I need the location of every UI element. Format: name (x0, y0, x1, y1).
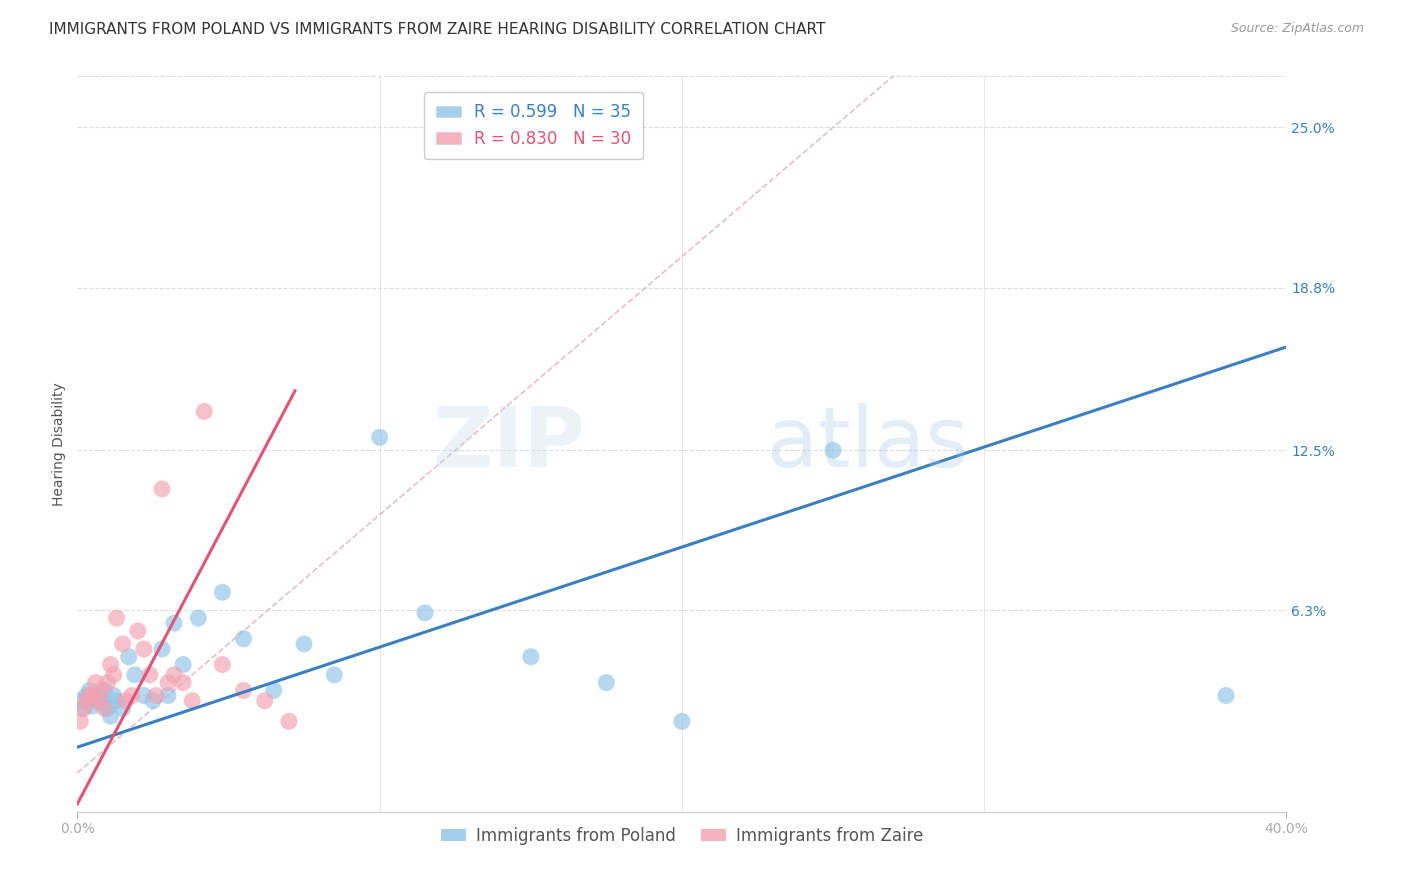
Point (87, 694, 110, 708)
Point (111, 637, 134, 651)
Point (323, 668, 346, 682)
Point (93, 683, 115, 698)
Point (111, 701, 134, 715)
Point (278, 714, 301, 729)
Point (595, 675, 617, 690)
Point (87, 689, 110, 703)
Point (368, 430, 391, 444)
Text: Source: ZipAtlas.com: Source: ZipAtlas.com (1230, 22, 1364, 36)
Point (211, 585, 233, 599)
Point (263, 683, 285, 698)
Point (114, 694, 136, 708)
Point (253, 694, 276, 708)
Point (163, 616, 186, 631)
Point (72, 701, 94, 715)
Point (145, 689, 167, 703)
Point (193, 404, 215, 418)
Point (121, 689, 143, 703)
Point (150, 482, 173, 496)
Point (90, 696, 112, 710)
Point (93, 701, 115, 715)
Point (82, 689, 104, 703)
Point (232, 683, 254, 698)
Point (181, 694, 204, 708)
Point (413, 606, 436, 620)
Point (75, 689, 97, 703)
Point (118, 649, 141, 664)
Legend: Immigrants from Poland, Immigrants from Zaire: Immigrants from Poland, Immigrants from … (434, 820, 929, 851)
Point (520, 649, 543, 664)
Text: atlas: atlas (766, 403, 969, 484)
Text: IMMIGRANTS FROM POLAND VS IMMIGRANTS FROM ZAIRE HEARING DISABILITY CORRELATION C: IMMIGRANTS FROM POLAND VS IMMIGRANTS FRO… (49, 22, 825, 37)
Point (103, 689, 125, 703)
Point (172, 675, 194, 690)
Point (69, 714, 91, 729)
Point (79, 683, 101, 698)
Point (96, 701, 118, 715)
Text: ZIP: ZIP (433, 403, 585, 484)
Point (1215, 689, 1237, 703)
Point (100, 657, 122, 672)
Point (72, 701, 94, 715)
Point (132, 689, 155, 703)
Point (103, 668, 125, 682)
Point (82, 698, 104, 713)
Point (142, 694, 165, 708)
Point (157, 675, 180, 690)
Point (90, 683, 112, 698)
Y-axis label: Hearing Disability: Hearing Disability (52, 382, 66, 506)
Point (232, 632, 254, 646)
Point (172, 657, 194, 672)
Point (139, 668, 162, 682)
Point (79, 689, 101, 703)
Point (821, 443, 844, 458)
Point (292, 637, 315, 651)
Point (187, 611, 209, 625)
Point (163, 668, 186, 682)
Point (105, 611, 128, 625)
Point (671, 714, 693, 729)
Point (96, 675, 118, 690)
Point (69, 694, 91, 708)
Point (84, 694, 107, 708)
Point (75, 694, 97, 708)
Point (127, 624, 149, 638)
Point (84, 675, 107, 690)
Point (132, 642, 155, 657)
Point (124, 668, 146, 682)
Point (211, 657, 233, 672)
Point (150, 642, 173, 657)
Point (105, 694, 128, 708)
Point (100, 709, 122, 723)
Point (157, 689, 180, 703)
